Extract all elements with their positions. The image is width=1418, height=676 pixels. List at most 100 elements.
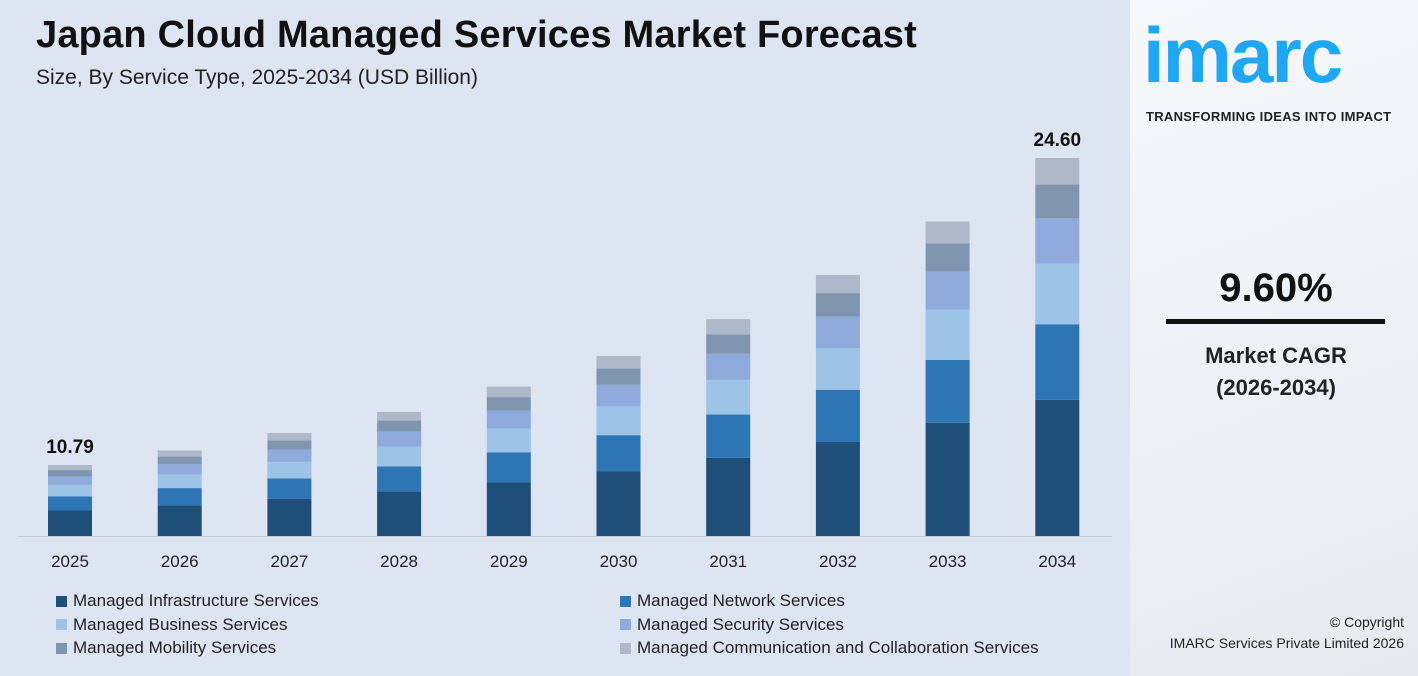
bar-segment-2030-1 [596,435,641,472]
cagr-label: Market CAGR (2026-2034) [1166,340,1386,404]
data-label: 24.60 [1034,130,1082,151]
bar-segment-2029-2 [486,428,531,453]
company-name: IMARC Services Private Limited 2026 [1169,635,1404,651]
bar-segment-2033-1 [925,359,970,423]
legend-label: Managed Mobility Services [73,638,277,657]
copyright: © Copyright [1329,614,1404,630]
cagr-label-text: Market CAGR [1205,343,1347,368]
bar-segment-2033-2 [925,309,970,360]
bar-segment-2030-5 [596,355,641,369]
legend-label: Managed Communication and Collaboration … [637,638,1039,657]
bar-segment-2027-0 [267,498,312,536]
legend-swatch [620,595,631,607]
bar-segment-2028-5 [377,411,422,421]
bar-segment-2034-0 [1035,399,1080,536]
bar-segment-2029-3 [486,410,531,429]
legend-item: Managed Network Services [620,591,845,611]
x-tick-label: 2026 [161,552,199,571]
legend-item: Managed Security Services [620,615,844,635]
bar-segment-2032-0 [815,442,860,536]
info-panel [1130,0,1418,676]
stacked-bar-chart: 2025 10.79 2026 2027 2028 2029 2030 2031 2032 203… [18,130,1112,571]
cagr-value: 9.60% [1219,266,1333,310]
bar-segment-2029-4 [486,397,531,411]
legend-item: Managed Infrastructure Services [56,591,319,611]
legend-label: Managed Network Services [637,591,845,610]
x-tick-label: 2027 [270,552,308,571]
bar-segment-2028-4 [377,420,422,432]
bar-segment-2025-3 [48,476,92,485]
bar-segment-2034-3 [1035,218,1080,264]
bar-segment-2029-5 [486,386,531,398]
x-tick-label: 2031 [709,552,747,571]
bar-segment-2025-1 [48,496,92,511]
bar-segment-2033-5 [925,221,970,244]
x-tick-label: 2025 [51,552,89,571]
bar-segment-2026-0 [157,505,202,536]
x-tick-label: 2032 [819,552,857,571]
legend-label: Managed Security Services [637,614,844,634]
bar-segment-2030-0 [596,471,641,536]
bar-segment-2033-0 [925,422,970,536]
bar-segment-2027-1 [267,478,312,499]
legend-label: Managed Business Services [73,614,288,634]
legend-item: Managed Mobility Services [56,638,276,658]
bar-segment-2032-5 [815,274,860,294]
bar-segment-2028-0 [377,491,422,536]
bar-segment-2025-4 [48,470,92,477]
bar-segment-2028-2 [377,446,422,467]
bar-segment-2032-4 [815,293,860,317]
bar-segment-2031-4 [706,334,751,354]
bar-segment-2025-2 [48,484,92,497]
x-tick-label: 2033 [929,552,967,571]
bar-segment-2029-1 [486,452,531,483]
bar-segment-2030-4 [596,368,641,385]
bar-segment-2032-1 [815,389,860,443]
bar-segment-2026-2 [157,474,202,489]
x-tick-label: 2030 [600,552,638,571]
legend-swatch [620,642,631,654]
bar-segment-2026-4 [157,456,202,465]
bar-segment-2027-5 [267,433,312,441]
bar-segment-2026-1 [157,488,202,506]
imarc-logo: imarc [1143,11,1343,99]
chart-subtitle: Size, By Service Type, 2025-2034 (USD Bi… [36,66,478,89]
bar-segment-2027-3 [267,449,312,462]
legend-item: Managed Communication and Collaboration … [620,638,1039,658]
bar-segment-2033-3 [925,271,970,310]
bar-segment-2031-1 [706,414,751,458]
bar-segment-2034-5 [1035,158,1080,185]
cagr-divider [1166,319,1385,324]
bar-segment-2031-5 [706,319,751,335]
tagline: TRANSFORMING IDEAS INTO IMPACT [1146,109,1392,124]
bar-segment-2027-2 [267,461,312,479]
legend-item: Managed Business Services [56,615,288,635]
x-tick-label: 2029 [490,552,528,571]
legend-swatch [56,642,67,654]
bar-segment-2031-0 [706,457,751,536]
bar-segment-2032-2 [815,348,860,390]
chart-title: Japan Cloud Managed Services Market Fore… [36,14,918,56]
bar-segment-2026-5 [157,450,202,457]
bar-segment-2025-5 [48,465,92,471]
bar-segment-2028-3 [377,431,422,447]
legend-label: Managed Infrastructure Services [73,591,319,610]
legend-swatch [56,619,67,630]
legend-swatch [56,595,67,607]
cagr-period: (2026-2034) [1216,375,1336,400]
bar-segment-2030-2 [596,406,641,436]
bar-segment-2034-4 [1035,184,1080,219]
x-tick-label: 2028 [380,552,418,571]
x-tick-label: 2034 [1038,552,1076,571]
data-label: 10.79 [46,437,94,458]
bar-segment-2028-1 [377,466,422,492]
bar-segment-2034-1 [1035,324,1080,400]
bar-segment-2032-3 [815,316,860,349]
bar-segment-2025-0 [48,510,92,536]
bar-segment-2027-4 [267,440,312,450]
legend-swatch [620,619,631,630]
bar-segment-2031-2 [706,379,751,415]
bar-segment-2029-0 [486,482,531,536]
bar-segment-2026-3 [157,464,202,475]
bar-segment-2033-4 [925,243,970,272]
